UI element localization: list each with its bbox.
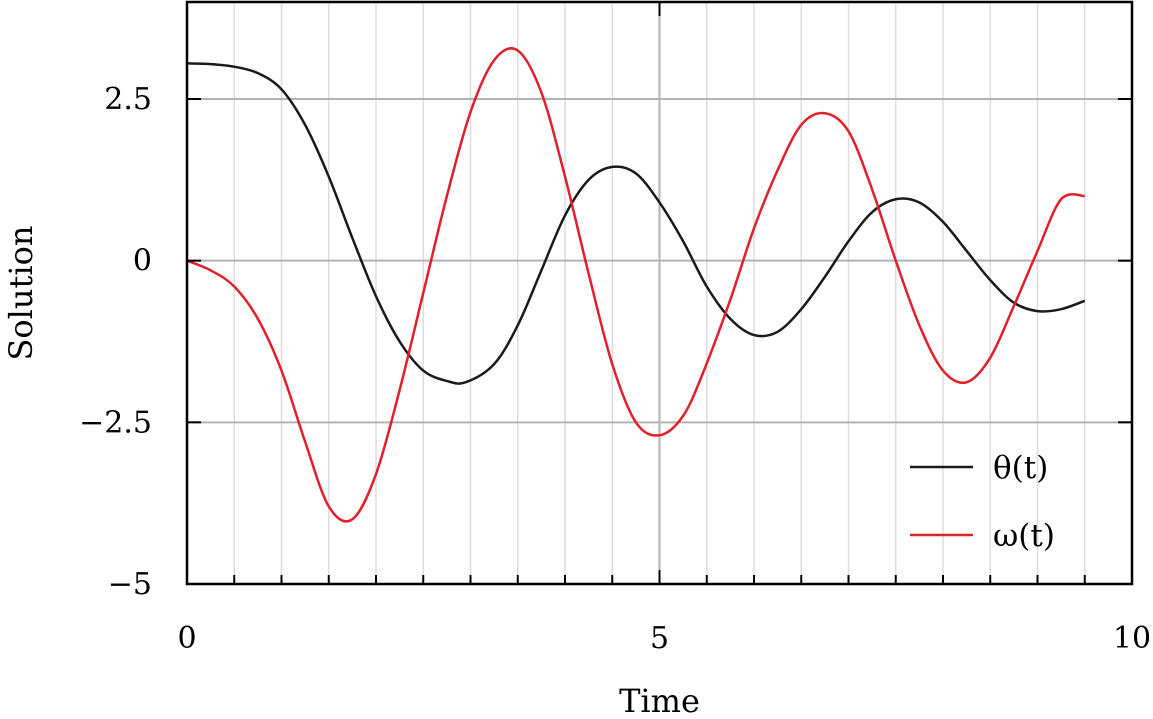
y-tick-label: −5 [108, 567, 152, 602]
series-layer [186, 47, 1086, 523]
x-axis-label: Time [619, 682, 700, 719]
x-tick-label: 5 [650, 621, 669, 656]
ticks [186, 2, 1133, 585]
y-tick-label: −2.5 [79, 405, 152, 440]
tick-labels: 0 5 10 2.5 0 −2.5 −5 [79, 82, 1151, 656]
legend: θ(t) ω(t) [910, 450, 1055, 554]
legend-label-omega: ω(t) [993, 518, 1055, 554]
x-tick-label: 0 [177, 621, 196, 656]
series-line-omega [186, 47, 1085, 523]
legend-label-theta: θ(t) [993, 450, 1048, 486]
y-tick-label: 0 [133, 244, 152, 279]
y-tick-label: 2.5 [104, 82, 152, 117]
y-axis-label: Solution [2, 226, 40, 361]
x-tick-label: 10 [1113, 621, 1151, 656]
series-line-theta [186, 62, 1086, 385]
